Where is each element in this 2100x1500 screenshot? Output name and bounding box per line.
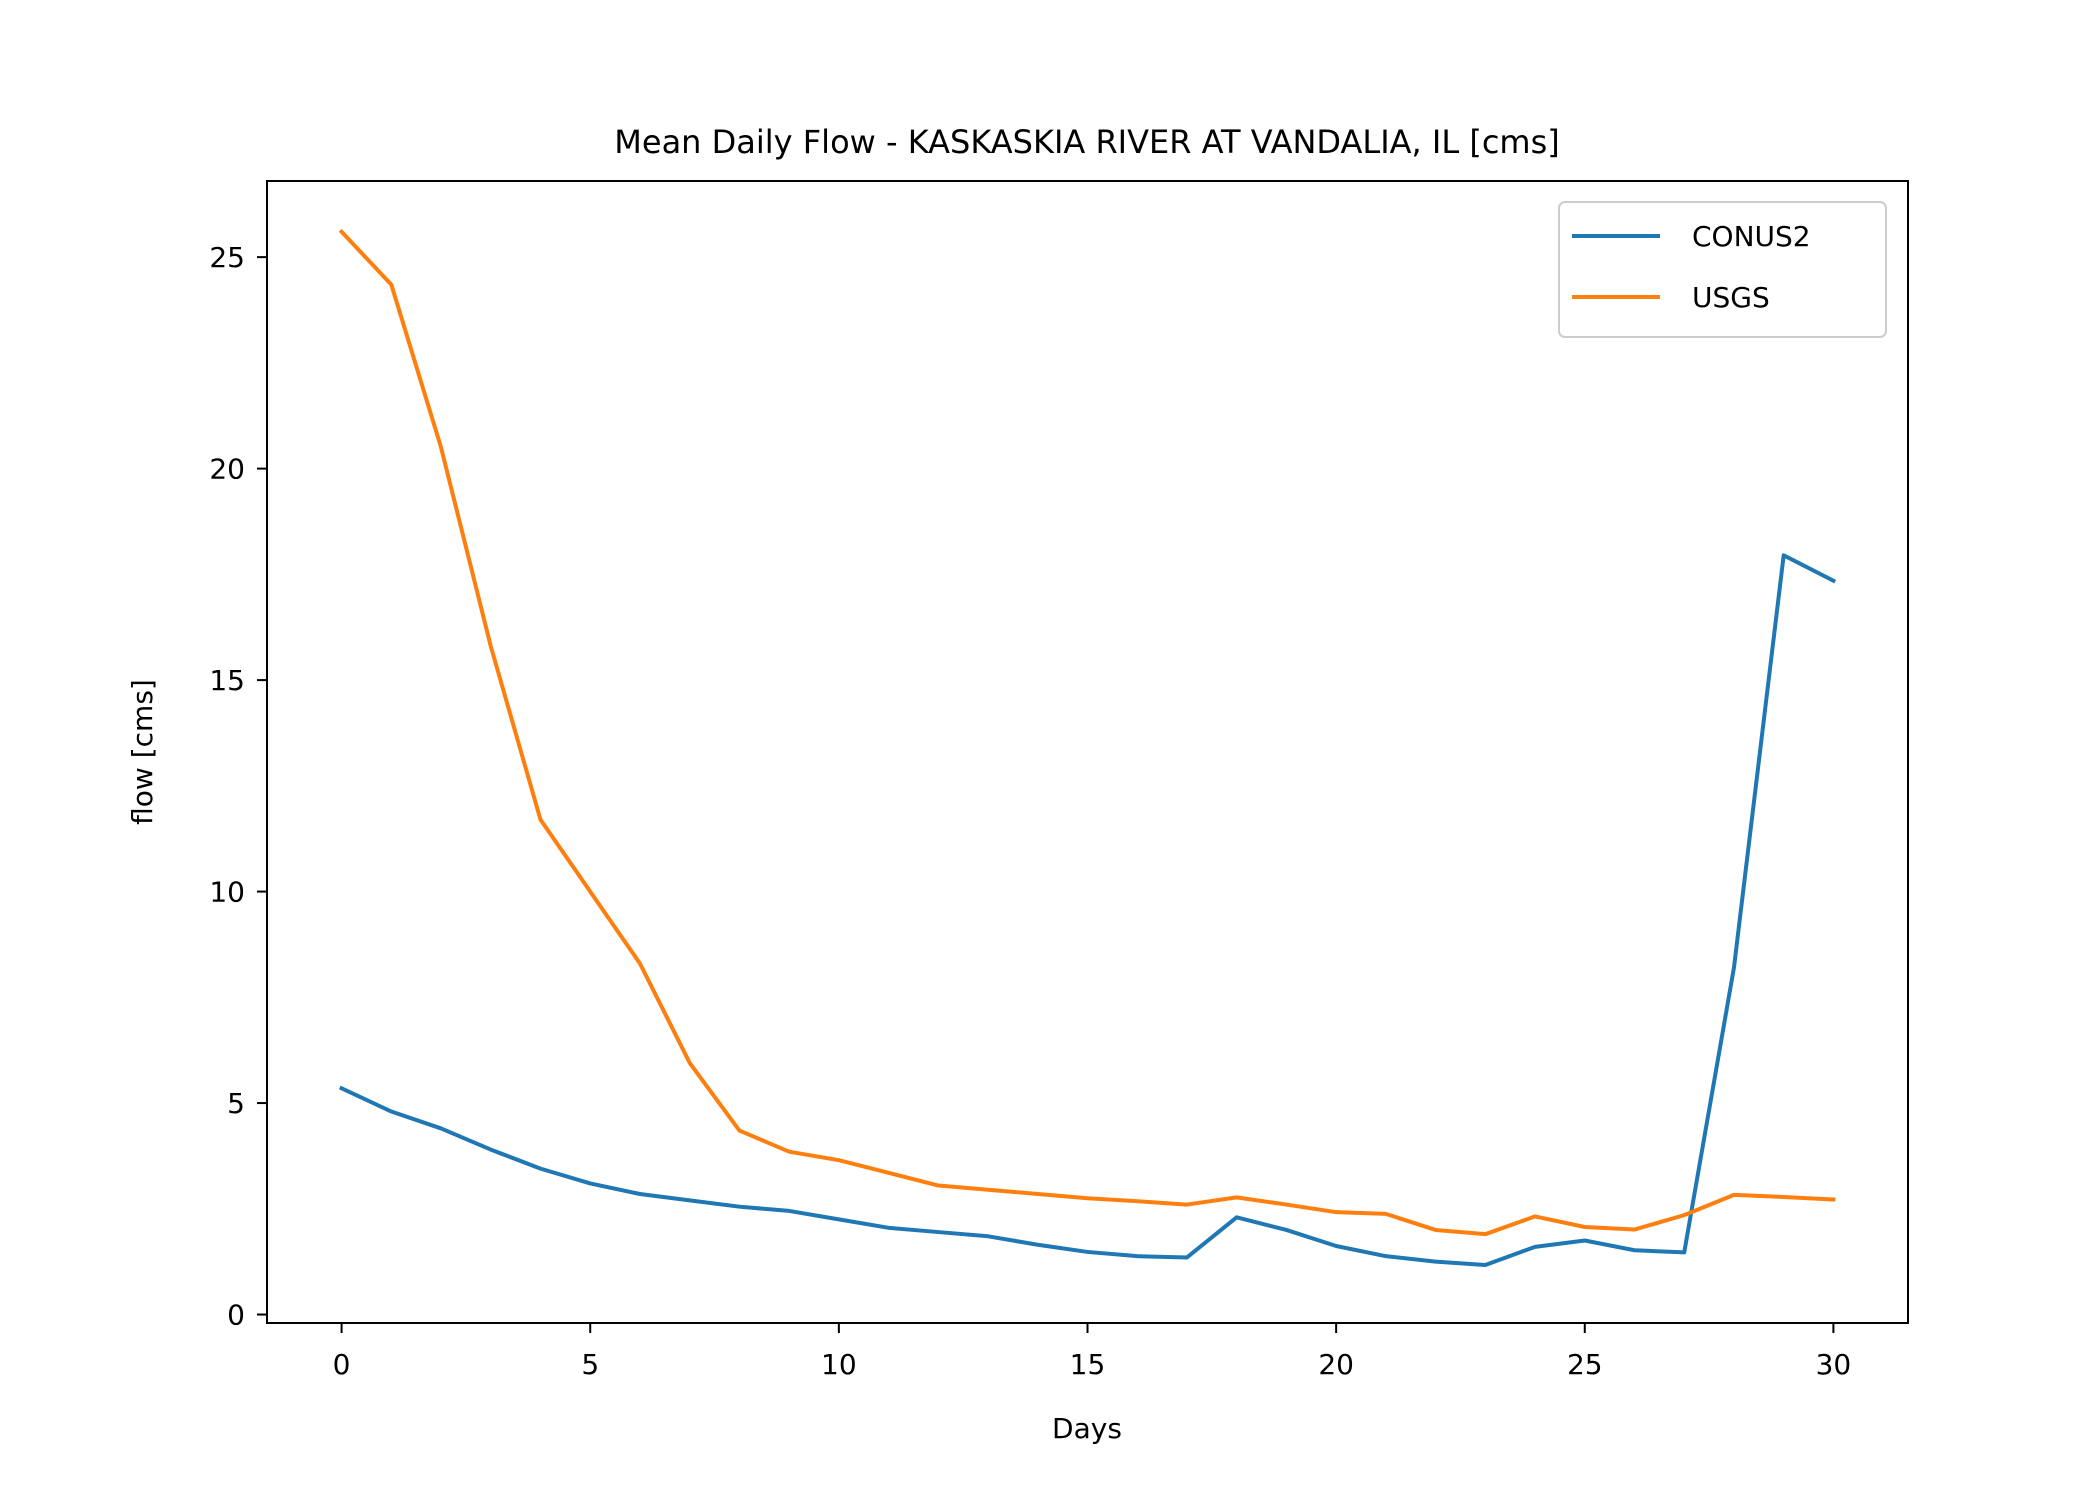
plot-area bbox=[266, 180, 1909, 1324]
series-line-usgs bbox=[338, 228, 1836, 1237]
x-tick-label: 20 bbox=[1318, 1348, 1354, 1381]
legend-label-usgs: USGS bbox=[1692, 281, 1770, 314]
x-tick-label: 15 bbox=[1070, 1348, 1106, 1381]
x-axis-label: Days bbox=[1052, 1412, 1122, 1445]
x-tick-label: 0 bbox=[333, 1348, 351, 1381]
y-tick-label: 0 bbox=[227, 1299, 245, 1332]
y-tick-label: 20 bbox=[209, 453, 245, 486]
x-tick-label: 10 bbox=[821, 1348, 857, 1381]
x-axis-ticks: 0 5 10 15 20 25 30 bbox=[333, 1323, 1852, 1381]
plot-background bbox=[267, 181, 1908, 1323]
y-tick-label: 15 bbox=[209, 664, 245, 697]
legend: CONUS2 USGS bbox=[1558, 201, 1887, 338]
chart-title: Mean Daily Flow - KASKASKIA RIVER AT VAN… bbox=[614, 123, 1559, 161]
legend-label-conus2: CONUS2 bbox=[1692, 220, 1811, 253]
x-tick-label: 5 bbox=[581, 1348, 599, 1381]
series-layer bbox=[338, 228, 1837, 1268]
y-tick-label: 25 bbox=[209, 241, 245, 274]
y-tick-label: 5 bbox=[227, 1087, 245, 1120]
y-axis-label: flow [cms] bbox=[126, 679, 159, 825]
x-tick-label: 25 bbox=[1567, 1348, 1603, 1381]
series-line-conus2 bbox=[338, 553, 1837, 1268]
y-tick-label: 10 bbox=[209, 876, 245, 909]
x-tick-label: 30 bbox=[1816, 1348, 1852, 1381]
y-axis-ticks: 0 5 10 15 20 25 bbox=[209, 241, 267, 1332]
